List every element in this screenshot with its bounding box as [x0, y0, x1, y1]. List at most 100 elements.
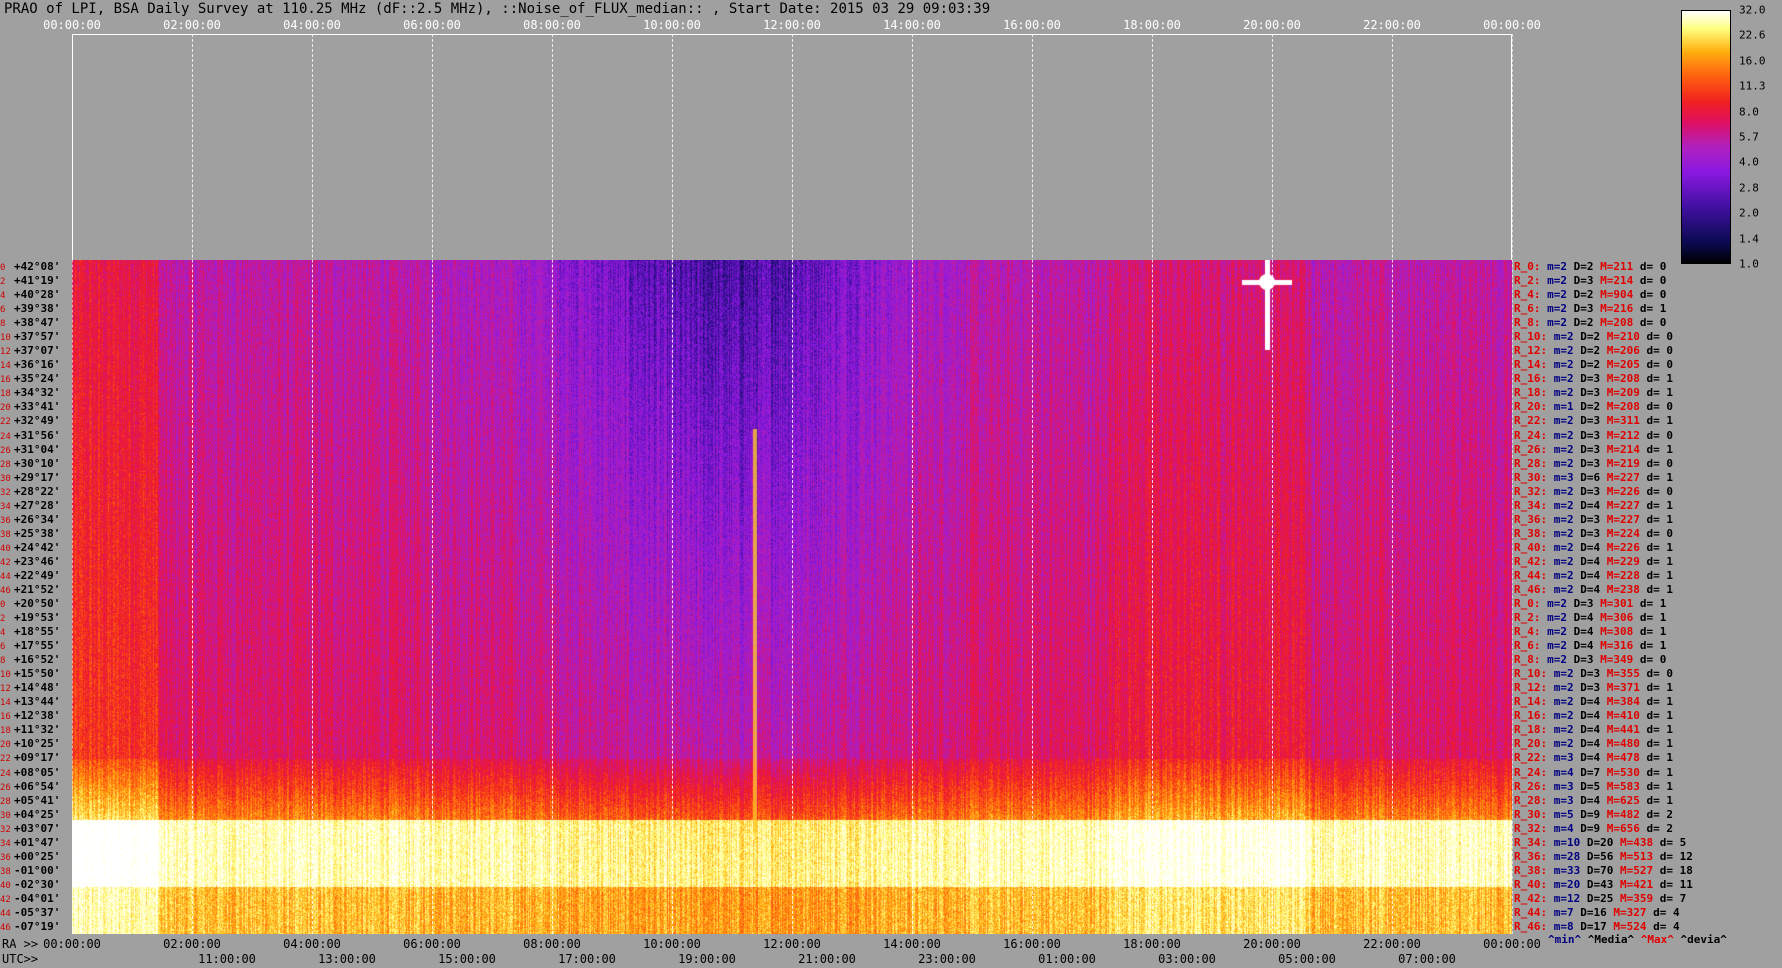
dec-label: 38 +25°38': [0, 527, 72, 540]
dec-value: +12°38': [14, 709, 61, 723]
stat-max: M=513: [1620, 849, 1654, 863]
stat-min: m=1: [1553, 400, 1574, 414]
stat-row-id: R_42:: [1514, 554, 1548, 568]
stat-max: M=238: [1606, 582, 1640, 596]
stat-devia: d= 1: [1639, 611, 1667, 625]
stat-devia: d= 1: [1646, 414, 1674, 428]
stat-devia: d= 1: [1646, 779, 1674, 793]
dec-row-index: 34: [0, 501, 11, 512]
stat-min: m=2: [1553, 386, 1574, 400]
stat-media: D=2: [1580, 330, 1601, 344]
stat-media: D=4: [1580, 498, 1601, 512]
dec-value: +39°38': [14, 302, 61, 316]
stat-min: m=5: [1553, 807, 1574, 821]
stat-devia: d= 0: [1646, 484, 1674, 498]
stat-max: M=478: [1606, 751, 1640, 765]
row-stat: R_10: m=2 D=3 M=355 d= 0: [1514, 667, 1673, 680]
stat-row-id: R_22:: [1514, 414, 1548, 428]
stat-media: D=4: [1580, 554, 1601, 568]
dec-label: 44 +22°49': [0, 569, 72, 582]
dec-row-index: 26: [0, 445, 11, 456]
dec-row-index: 8: [0, 656, 6, 667]
stat-max: M=327: [1613, 905, 1647, 919]
stat-media: D=3: [1580, 428, 1601, 442]
row-stat: R_16: m=2 D=3 M=208 d= 1: [1514, 372, 1673, 385]
dec-value: +31°56': [14, 428, 61, 442]
stat-devia: d= 1: [1646, 681, 1674, 695]
dec-row-index: 42: [0, 557, 11, 568]
stat-min: m=2: [1547, 625, 1567, 639]
stat-max: M=208: [1600, 316, 1634, 330]
stat-media: D=3: [1580, 456, 1601, 470]
row-stat: R_40: m=2 D=4 M=226 d= 1: [1514, 541, 1673, 554]
row-stat: R_26: m=3 D=5 M=583 d= 1: [1514, 780, 1673, 793]
stat-max: M=205: [1606, 358, 1640, 372]
dec-row-index: 44: [0, 571, 11, 582]
dec-label: 2 +41°19': [0, 274, 72, 287]
stat-media: D=3: [1580, 442, 1601, 456]
stat-min: m=2: [1547, 316, 1567, 330]
stat-row-id: R_28:: [1514, 793, 1548, 807]
dec-row-index: 42: [0, 894, 11, 905]
stat-max: M=306: [1600, 611, 1634, 625]
stat-row-id: R_38:: [1514, 526, 1548, 540]
stat-devia: d= 1: [1646, 737, 1674, 751]
dec-row-index: 4: [0, 291, 6, 302]
stat-devia: d= 0: [1639, 274, 1667, 288]
dec-row-index: 6: [0, 642, 6, 653]
ra-top-tick: 04:00:00: [283, 18, 341, 32]
dec-row-index: 10: [0, 670, 11, 681]
dec-label: 16 +35°24': [0, 372, 72, 385]
dec-value: -05°37': [14, 905, 61, 919]
stat-min: m=2: [1553, 554, 1574, 568]
stat-row-id: R_32:: [1514, 821, 1548, 835]
stat-max: M=625: [1606, 793, 1640, 807]
colorbar-tick: 22.6: [1739, 28, 1766, 42]
dec-value: +00°25': [14, 849, 61, 863]
stat-row-id: R_12:: [1514, 344, 1548, 358]
row-stat: R_4: m=2 D=2 M=904 d= 0: [1514, 288, 1666, 301]
dec-value: +38°47': [14, 316, 61, 330]
ra-top-tick: 08:00:00: [523, 18, 581, 32]
stat-devia: d= 1: [1646, 709, 1674, 723]
dec-label: 2 +19°53': [0, 611, 72, 624]
dec-row-index: 36: [0, 515, 11, 526]
stat-media: D=4: [1580, 568, 1601, 582]
stat-row-id: R_44:: [1514, 568, 1548, 582]
stat-devia: d= 1: [1646, 751, 1674, 765]
dec-label: 28 +30°10': [0, 457, 72, 470]
utc-tick: 11:00:00: [198, 952, 256, 966]
ra-top-tick: 18:00:00: [1123, 18, 1181, 32]
dec-row-index: 8: [0, 319, 6, 330]
stat-row-id: R_28:: [1514, 456, 1548, 470]
stat-max: M=214: [1600, 274, 1634, 288]
dec-row-index: 28: [0, 459, 11, 470]
dec-value: -04°01': [14, 891, 61, 905]
dec-row-index: 18: [0, 389, 11, 400]
grid-line: [192, 34, 193, 934]
stat-devia: d= 0: [1646, 667, 1674, 681]
stat-devia: d= 0: [1646, 358, 1674, 372]
stat-media: D=3: [1580, 681, 1601, 695]
ra-top-tick: 02:00:00: [163, 18, 221, 32]
colorbar-tick: 8.0: [1739, 105, 1759, 119]
dec-label: 32 +03°07': [0, 822, 72, 835]
stat-min: m=4: [1553, 821, 1574, 835]
dec-row-index: 0: [0, 600, 6, 610]
dec-value: +09°17': [14, 751, 61, 765]
stat-row-id: R_14:: [1514, 358, 1548, 372]
dec-row-index: 36: [0, 852, 11, 863]
utc-tick: 19:00:00: [678, 952, 736, 966]
colorbar-tick: 2.0: [1739, 206, 1759, 220]
dec-row-index: 26: [0, 782, 11, 793]
stat-row-id: R_8:: [1514, 653, 1541, 667]
stat-row-id: R_8:: [1514, 316, 1541, 330]
stat-devia: d= 4: [1653, 905, 1680, 919]
row-stat: R_18: m=2 D=4 M=441 d= 1: [1514, 723, 1673, 736]
stat-media: D=3: [1573, 302, 1594, 316]
stat-min: m=2: [1553, 498, 1574, 512]
stat-min: m=2: [1547, 260, 1567, 273]
dec-value: +05°41': [14, 793, 61, 807]
stat-row-id: R_10:: [1514, 667, 1548, 681]
dec-value: +27°28': [14, 498, 61, 512]
